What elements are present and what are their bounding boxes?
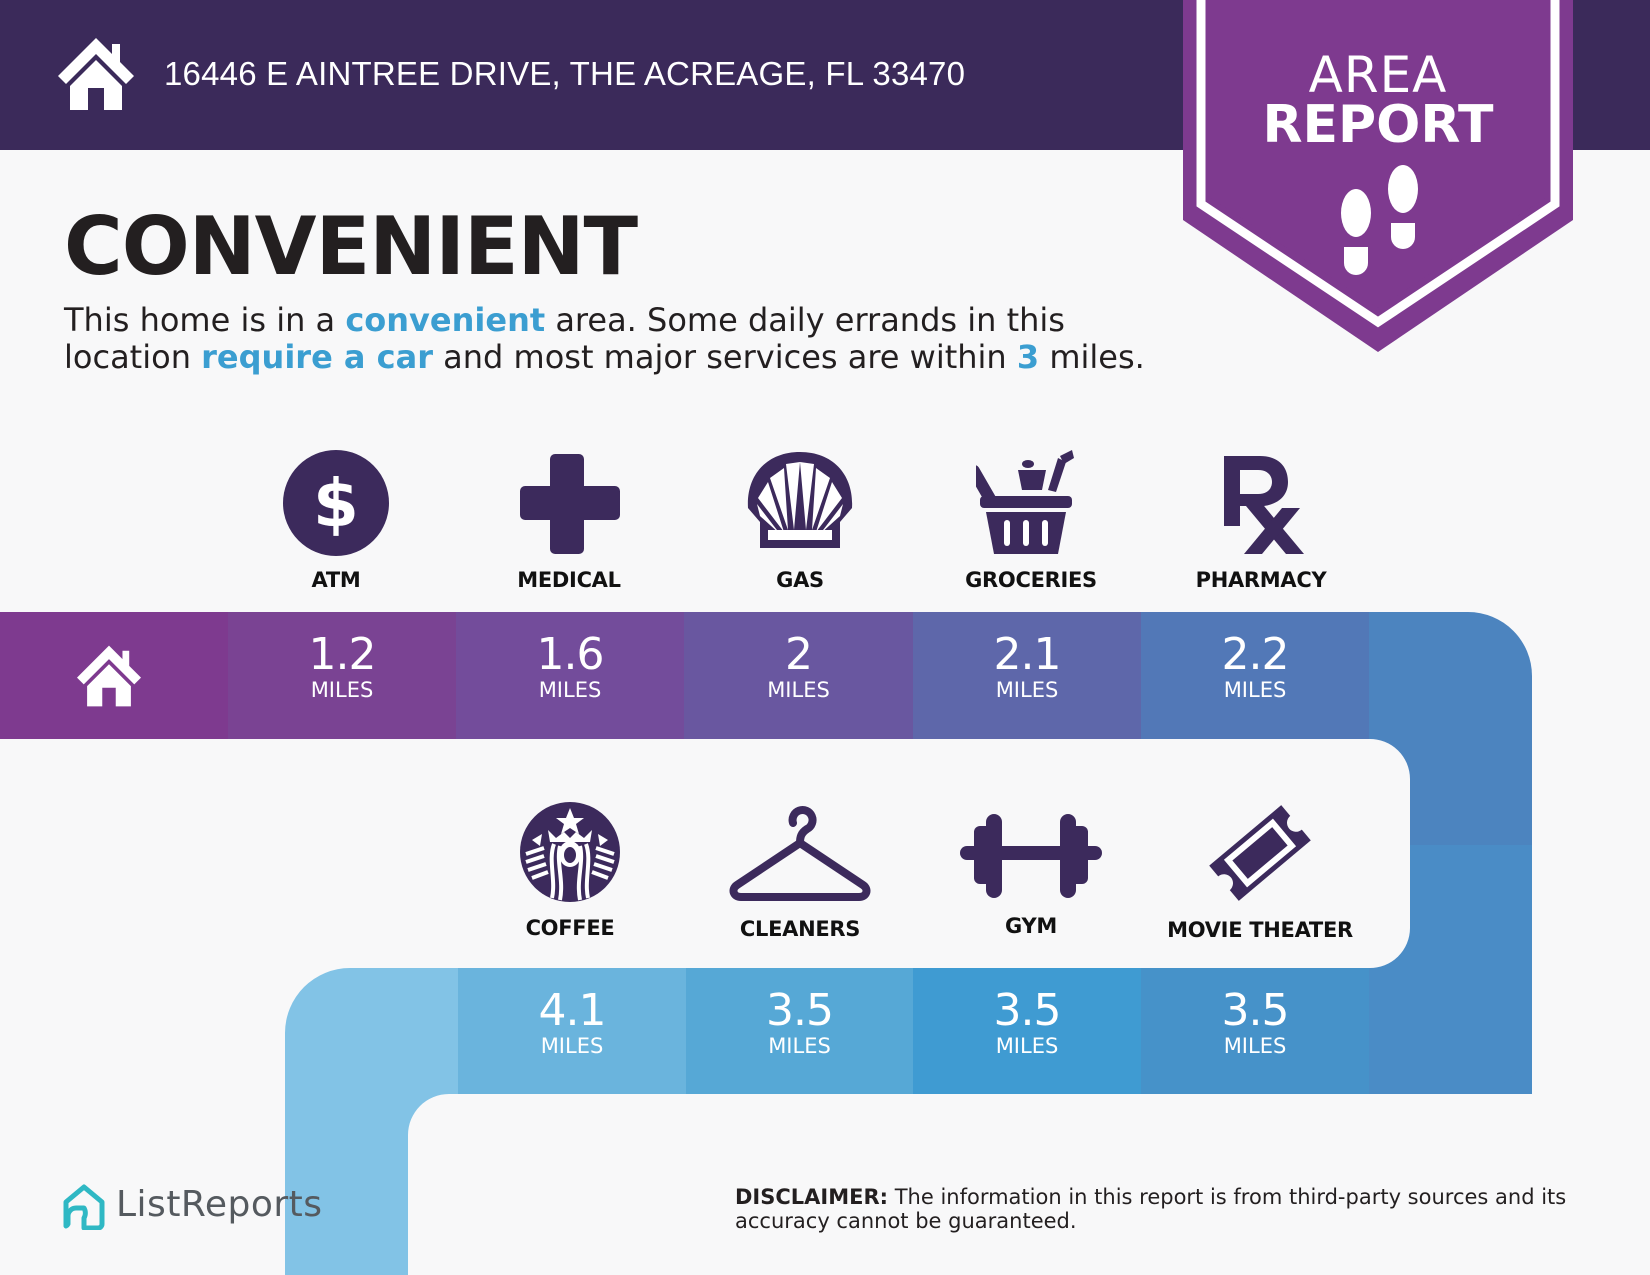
- distance-value: 1.2: [308, 629, 377, 680]
- shell-icon: [747, 452, 853, 548]
- route-start-house-icon: [77, 645, 141, 707]
- distance-value: 4.1: [538, 985, 607, 1036]
- distance-unit: MILES: [310, 678, 374, 702]
- distance-movie-theater: 3.5 MILES: [1141, 968, 1369, 1094]
- distance-unit: MILES: [540, 1034, 604, 1058]
- distance-value: 2.1: [993, 629, 1062, 680]
- disclaimer-text: The information in this report is from t…: [735, 1185, 1567, 1233]
- distance-groceries: 2.1 MILES: [913, 612, 1141, 739]
- amenity-groceries: GROCERIES: [916, 450, 1146, 592]
- distance-value: 3.5: [766, 985, 834, 1036]
- summary-highlight: convenient: [345, 301, 546, 339]
- listreports-logo-icon: [63, 1184, 105, 1230]
- distance-value: 2: [785, 629, 813, 680]
- grocery-basket-icon: [976, 450, 1074, 554]
- svg-text:$: $: [313, 465, 359, 542]
- disclaimer: DISCLAIMER: The information in this repo…: [735, 1185, 1595, 1233]
- distance-unit: MILES: [768, 1034, 831, 1058]
- distance-unit: MILES: [767, 678, 830, 702]
- house-icon: [58, 38, 134, 110]
- rx-icon: [1224, 456, 1304, 554]
- medical-cross-icon: [520, 454, 620, 554]
- amenity-gym: GYM: [916, 812, 1146, 938]
- amenity-label: COFFEE: [525, 916, 615, 940]
- distance-value: 2.2: [1221, 629, 1290, 680]
- summary-text: This home is in a convenient area. Some …: [64, 302, 1164, 376]
- brand-name: ListReports: [116, 1184, 323, 1225]
- distance-unit: MILES: [538, 678, 602, 702]
- amenity-label: GYM: [1005, 914, 1057, 938]
- badge-title: AREA REPORT: [1183, 46, 1573, 155]
- distance-atm: 1.2 MILES: [228, 612, 456, 739]
- distance-unit: MILES: [1223, 678, 1287, 702]
- distance-pharmacy: 2.2 MILES: [1141, 612, 1369, 739]
- summary-highlight: 3: [1016, 338, 1040, 376]
- summary-part: miles.: [1039, 338, 1145, 376]
- amenity-label: PHARMACY: [1195, 568, 1327, 592]
- amenity-label: GAS: [776, 568, 824, 592]
- distance-coffee: 4.1 MILES: [458, 968, 686, 1094]
- summary-highlight: require a car: [201, 338, 433, 376]
- hanger-icon: [729, 806, 871, 901]
- summary-part: This home is in a: [64, 301, 346, 339]
- amenity-label: MEDICAL: [517, 568, 621, 592]
- distance-gas: 2 MILES: [684, 612, 913, 739]
- amenity-pharmacy: PHARMACY: [1146, 450, 1376, 592]
- distance-cleaners: 3.5 MILES: [686, 968, 913, 1094]
- amenity-label: ATM: [311, 568, 361, 592]
- badge-line-report: REPORT: [1262, 95, 1494, 155]
- amenity-label: MOVIE THEATER: [1167, 918, 1353, 942]
- page-title: CONVENIENT: [64, 200, 638, 293]
- distance-value: 3.5: [1221, 985, 1290, 1036]
- disclaimer-label: DISCLAIMER:: [735, 1185, 889, 1209]
- distance-unit: MILES: [995, 1034, 1059, 1058]
- distance-value: 3.5: [993, 985, 1062, 1036]
- property-address: 16446 E AINTREE DRIVE, THE ACREAGE, FL 3…: [164, 55, 966, 92]
- amenity-medical: MEDICAL: [454, 450, 684, 592]
- starbucks-icon: [520, 802, 620, 902]
- ticket-icon: [1209, 805, 1311, 901]
- distance-value: 1.6: [536, 629, 605, 680]
- footprints-icon: [1341, 165, 1418, 275]
- area-report-badge: [1183, 0, 1573, 352]
- distance-gym: 3.5 MILES: [913, 968, 1141, 1094]
- amenity-coffee: COFFEE: [455, 800, 685, 940]
- amenity-label: CLEANERS: [739, 917, 861, 941]
- dollar-icon: $: [283, 450, 389, 556]
- summary-part: and most major services are within: [432, 338, 1017, 376]
- badge-line-area: AREA: [1308, 46, 1448, 104]
- distance-unit: MILES: [1223, 1034, 1287, 1058]
- distance-unit: MILES: [995, 678, 1059, 702]
- dumbbell-icon: [960, 814, 1102, 898]
- amenity-gas: GAS: [685, 450, 915, 592]
- summary-part: area. Some daily errands in this locatio…: [64, 301, 1065, 376]
- amenity-movie-theater: MOVIE THEATER: [1145, 800, 1375, 942]
- amenity-cleaners: CLEANERS: [685, 805, 915, 941]
- amenity-atm: $ ATM: [221, 450, 451, 592]
- distance-medical: 1.6 MILES: [456, 612, 684, 739]
- amenity-label: GROCERIES: [965, 568, 1097, 592]
